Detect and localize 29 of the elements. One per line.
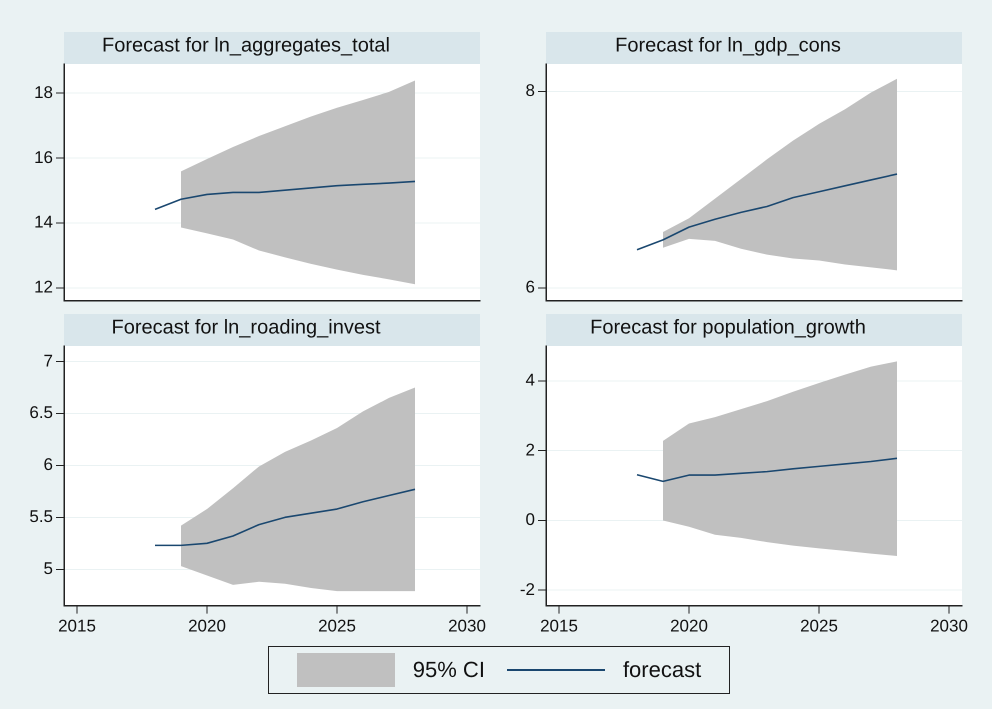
y-tick-label: 2: [526, 440, 535, 460]
y-tick-label: 7: [44, 351, 53, 370]
x-tick-label: 2015: [540, 616, 578, 636]
chart-title: Forecast for ln_gdp_cons: [615, 34, 841, 57]
chart-title: Forecast for ln_roading_invest: [111, 316, 381, 339]
y-tick-label: 18: [34, 82, 53, 102]
text: 95% CI: [412, 657, 485, 683]
y-tick-label: 14: [34, 212, 53, 232]
x-tick-label: 2015: [58, 616, 96, 636]
y-tick-label: 6: [44, 455, 53, 474]
x-tick-label: 2020: [670, 616, 708, 636]
y-tick-label: 6: [526, 278, 535, 297]
y-tick-label: 4: [526, 370, 535, 390]
x-tick-label: 2025: [318, 616, 356, 636]
chart-title: Forecast for ln_aggregates_total: [102, 34, 390, 57]
x-tick-label: 2030: [930, 616, 968, 636]
x-tick-label: 2020: [188, 616, 226, 636]
y-tick-label: 6.5: [29, 403, 53, 422]
y-tick-label: 5.5: [29, 507, 53, 526]
y-tick-label: 8: [526, 81, 535, 100]
x-tick-label: 2025: [800, 616, 838, 636]
chart-title: Forecast for population_growth: [590, 316, 866, 339]
y-tick-label: 16: [34, 148, 53, 167]
x-tick-label: 2030: [448, 616, 486, 636]
y-tick-label: -2: [520, 580, 535, 599]
y-tick-label: 5: [44, 558, 53, 578]
y-tick-label: 12: [34, 278, 53, 297]
legend-label: forecast: [622, 657, 702, 683]
y-tick-label: 0: [526, 510, 535, 530]
